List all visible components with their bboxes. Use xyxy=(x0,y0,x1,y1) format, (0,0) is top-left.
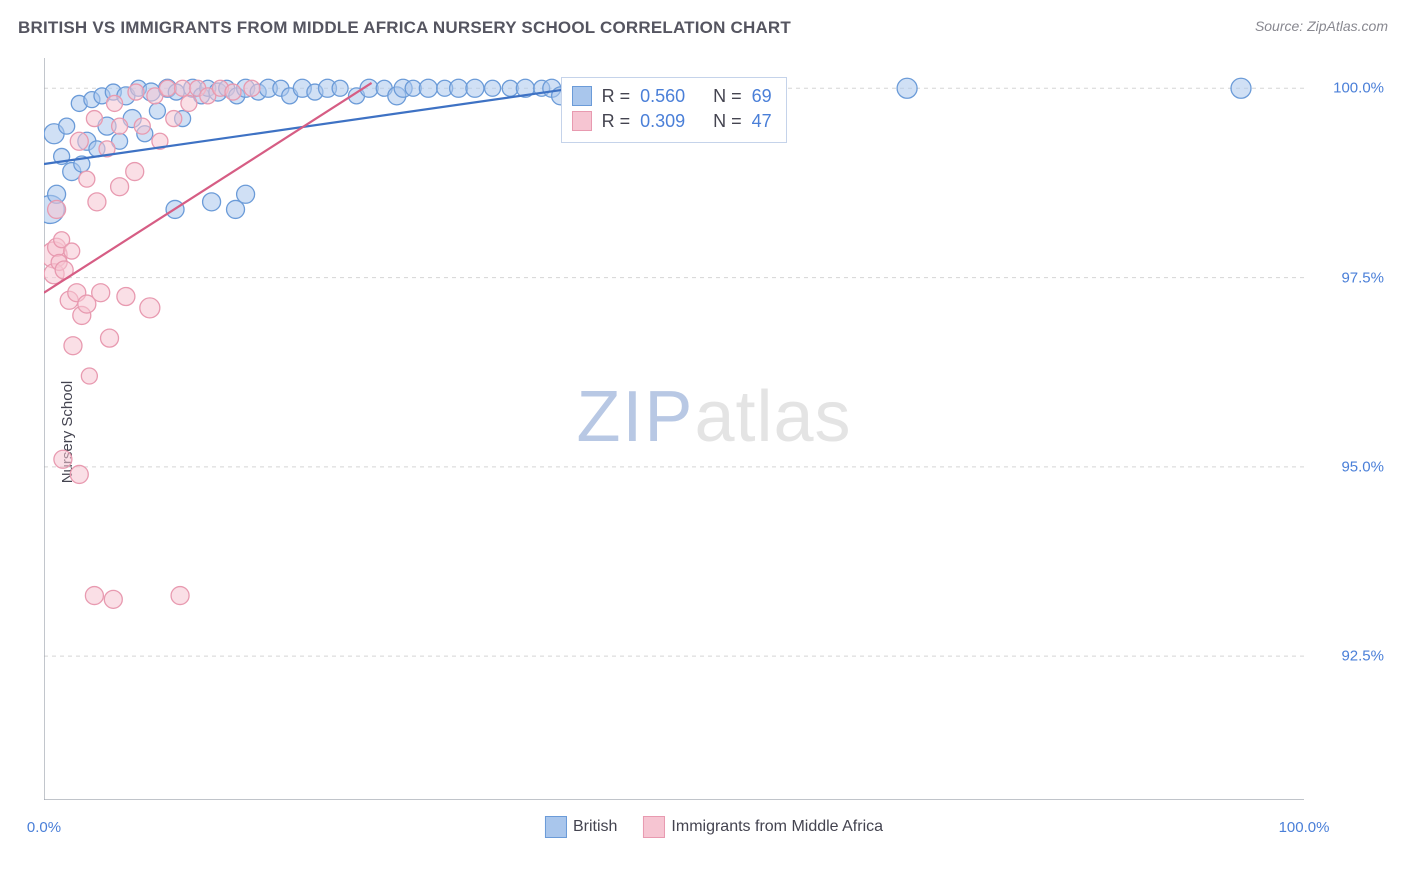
x-tick-label: 100.0% xyxy=(1279,819,1330,836)
stat-label-r: R = xyxy=(602,86,631,107)
stat-value-r: 0.560 xyxy=(640,86,685,107)
plot-area: Nursery School ZIPatlas R =0.560N =69R =… xyxy=(44,58,1384,806)
chart-title: BRITISH VS IMMIGRANTS FROM MIDDLE AFRICA… xyxy=(18,18,791,38)
legend-item: British xyxy=(545,816,617,838)
legend-label: Immigrants from Middle Africa xyxy=(671,818,883,835)
y-tick-label: 95.0% xyxy=(1341,458,1384,475)
y-tick-label: 97.5% xyxy=(1341,269,1384,286)
stat-label-n: N = xyxy=(713,86,742,107)
series-swatch xyxy=(572,86,592,106)
legend: British Immigrants from Middle Africa xyxy=(545,816,883,838)
correlation-stats-box: R = 0.560 N = 69 R = 0.309 N = 47 xyxy=(561,77,787,143)
scatter-chart-svg xyxy=(44,58,1304,800)
stats-row: R = 0.309 N = 47 xyxy=(572,109,772,134)
stat-label-r: R = xyxy=(602,111,631,132)
stat-value-r: 0.309 xyxy=(640,111,685,132)
legend-item: Immigrants from Middle Africa xyxy=(643,816,883,838)
series-swatch xyxy=(572,111,592,131)
y-tick-label: 92.5% xyxy=(1341,648,1384,665)
x-tick-label: 0.0% xyxy=(27,819,61,836)
stats-row: R = 0.560 N = 69 xyxy=(572,84,772,109)
y-tick-label: 100.0% xyxy=(1333,80,1384,97)
stat-value-n: 69 xyxy=(752,86,772,107)
legend-swatch xyxy=(545,816,567,838)
stat-value-n: 47 xyxy=(752,111,772,132)
legend-swatch xyxy=(643,816,665,838)
source-attribution: Source: ZipAtlas.com xyxy=(1255,18,1388,34)
legend-label: British xyxy=(573,818,617,835)
header: BRITISH VS IMMIGRANTS FROM MIDDLE AFRICA… xyxy=(0,0,1406,48)
stat-label-n: N = xyxy=(713,111,742,132)
